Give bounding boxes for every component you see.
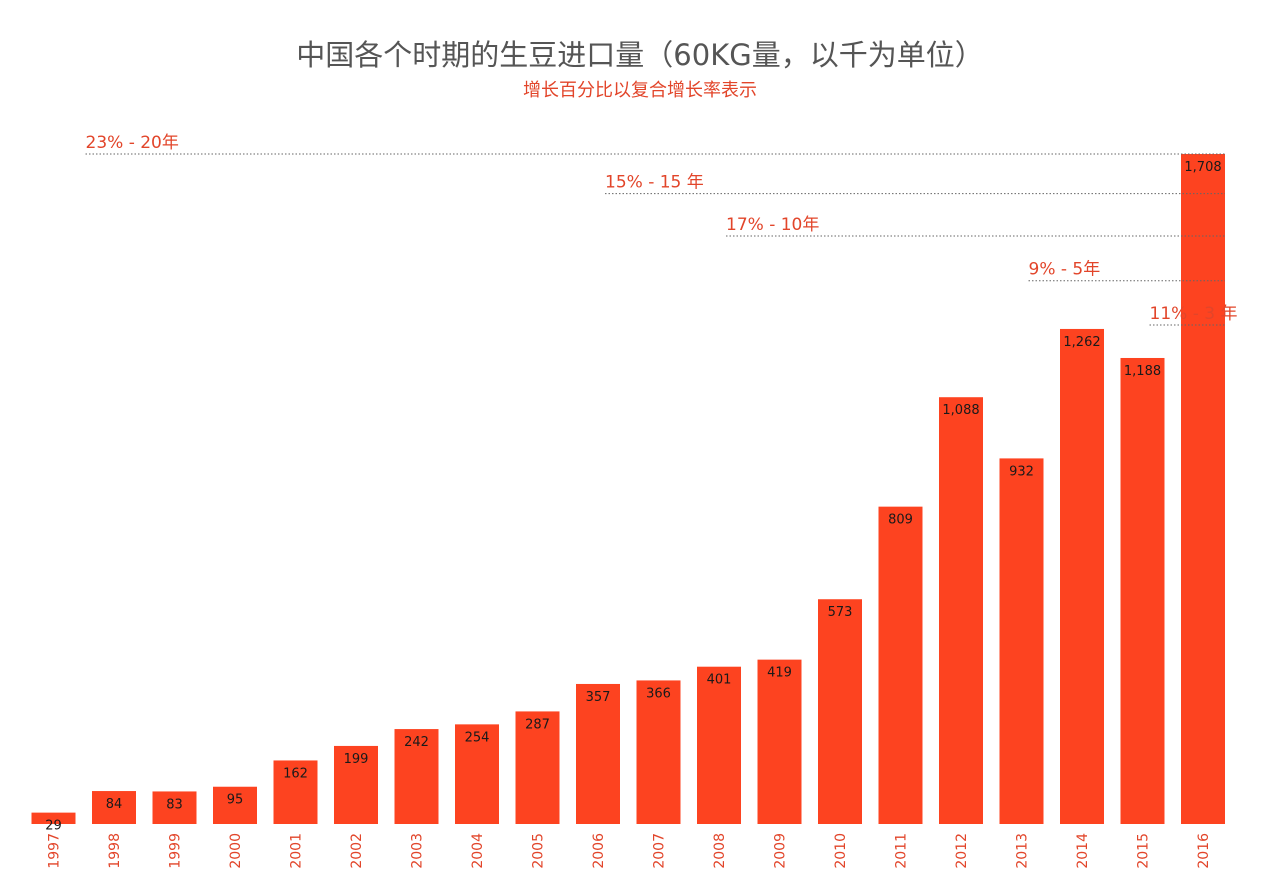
x-tick-label-2000: 2000	[228, 833, 244, 869]
bar-2001	[273, 760, 318, 824]
data-label-2012: 1,088	[942, 403, 979, 418]
data-label-2000: 95	[227, 793, 244, 808]
cagr-label-1: 15% - 15 年	[605, 173, 704, 193]
bar-2008	[697, 666, 741, 824]
data-label-2005: 287	[525, 717, 550, 732]
chart-title: 中国各个时期的生豆进口量（60KG量，以千为单位）	[296, 38, 984, 72]
x-tick-label-2004: 2004	[470, 833, 486, 869]
bar-1997	[31, 812, 76, 824]
x-tick-label-2011: 2011	[894, 833, 910, 869]
x-tick-label-2012: 2012	[954, 833, 970, 869]
data-label-1997: 29	[45, 819, 62, 834]
data-label-1998: 84	[106, 797, 123, 812]
chart-subtitle: 增长百分比以复合增长率表示	[523, 80, 757, 101]
bar-2009	[757, 659, 802, 824]
x-tick-label-2007: 2007	[652, 833, 668, 869]
bar-2005	[515, 711, 560, 824]
bar-2010	[818, 599, 862, 824]
x-tick-label-1999: 1999	[168, 833, 184, 869]
bar-2006	[576, 683, 620, 824]
x-tick-label-2009: 2009	[773, 833, 789, 869]
bar-2015	[1120, 357, 1165, 824]
x-tick-label-2005: 2005	[531, 833, 547, 869]
bar-2002	[334, 745, 378, 824]
x-tick-label-2001: 2001	[289, 833, 305, 869]
x-tick-label-1997: 1997	[47, 833, 63, 869]
x-tick-label-2003: 2003	[410, 833, 426, 869]
x-tick-label-2008: 2008	[712, 833, 728, 869]
x-tick-label-2016: 2016	[1196, 833, 1212, 869]
data-label-1999: 83	[166, 797, 183, 812]
bar-2016	[1181, 154, 1225, 824]
x-tick-label-2013: 2013	[1015, 833, 1031, 869]
cagr-label-0: 23% - 20年	[86, 133, 179, 153]
bar-2000	[213, 786, 257, 824]
data-label-2011: 809	[888, 513, 913, 528]
data-label-2015: 1,188	[1124, 364, 1161, 379]
data-label-2003: 242	[404, 735, 429, 750]
data-label-2016: 1,708	[1184, 160, 1221, 175]
x-tick-label-2015: 2015	[1136, 833, 1152, 869]
data-label-2001: 162	[283, 766, 308, 781]
bar-2004	[455, 724, 499, 824]
x-tick-label-2010: 2010	[833, 833, 849, 869]
bar-1998	[92, 791, 136, 824]
bar-2013	[999, 458, 1044, 824]
cagr-label-4: 11% - 3 年	[1150, 304, 1238, 324]
data-label-2002: 199	[344, 752, 369, 767]
bar-2003	[394, 729, 439, 824]
x-tick-label-1998: 1998	[107, 833, 123, 869]
x-tick-label-2006: 2006	[591, 833, 607, 869]
data-label-2007: 366	[646, 686, 671, 701]
x-tick-label-2002: 2002	[349, 833, 365, 869]
bar-2012	[939, 397, 983, 824]
bar-1999	[152, 791, 197, 824]
data-label-2009: 419	[767, 666, 792, 681]
data-label-2006: 357	[586, 690, 611, 705]
data-label-2014: 1,262	[1063, 335, 1100, 350]
x-tick-label-2014: 2014	[1075, 833, 1091, 869]
cagr-label-2: 17% - 10年	[726, 215, 819, 235]
data-label-2010: 573	[828, 605, 853, 620]
bar-2014	[1060, 328, 1104, 824]
data-label-2004: 254	[465, 730, 490, 745]
data-label-2008: 401	[707, 673, 732, 688]
cagr-label-3: 9% - 5年	[1029, 260, 1101, 280]
data-label-2013: 932	[1009, 464, 1034, 479]
bar-2011	[878, 506, 923, 824]
bar-2007	[636, 680, 681, 824]
